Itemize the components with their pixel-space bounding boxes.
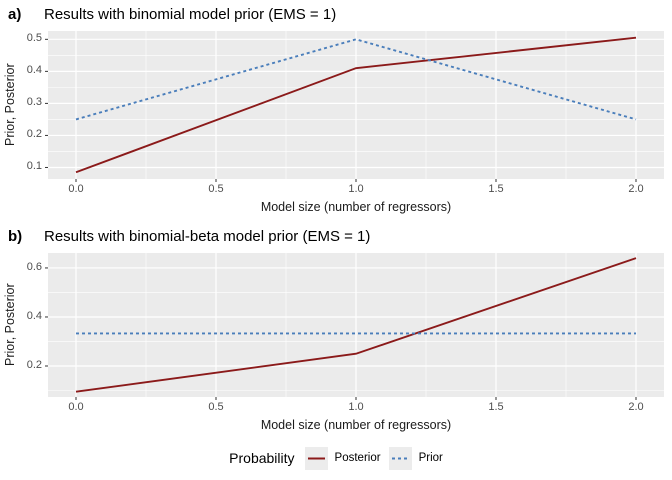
panel-b: b) Results with binomial-beta model prio… (0, 222, 672, 438)
legend-label-prior: Prior (418, 452, 443, 464)
y-tick-label: 0.4 (26, 64, 42, 77)
y-tick-label: 0.1 (26, 160, 42, 173)
y-tick-label: 0.2 (26, 128, 42, 141)
y-tick-label: 0.5 (26, 32, 42, 45)
legend-title: Probability (229, 450, 295, 466)
x-tick-label: 1.0 (348, 401, 364, 413)
panel-b-y-axis-title: Prior, Posterior (3, 283, 17, 367)
panel-a-label: a) (8, 6, 22, 23)
y-tick-label: 0.3 (26, 96, 42, 109)
x-tick-label: 0.5 (208, 183, 224, 195)
panel-a-plot (45, 31, 664, 182)
x-tick-label: 1.5 (488, 401, 504, 413)
panel-a-x-axis-title: Model size (number of regressors) (260, 200, 452, 214)
legend-item-prior: Prior (388, 446, 443, 470)
line-posterior (75, 257, 637, 393)
line-posterior (75, 36, 637, 174)
line-prior (75, 38, 637, 121)
panel-b-label: b) (8, 228, 23, 245)
legend: Probability Posterior Prior (0, 444, 672, 472)
x-tick-label: 0.5 (208, 401, 224, 413)
prior-line-key (388, 446, 412, 470)
x-tick-label: 2.0 (628, 183, 644, 195)
x-tick-label: 2.0 (628, 401, 644, 413)
panel-a-title: Results with binomial model prior (EMS =… (44, 6, 337, 23)
x-tick-label: 0.0 (68, 401, 84, 413)
x-tick-label: 1.5 (488, 183, 504, 195)
legend-item-posterior: Posterior (304, 446, 381, 470)
y-tick-label: 0.2 (26, 358, 42, 371)
y-tick-label: 0.4 (26, 309, 42, 322)
panel-b-title: Results with binomial-beta model prior (… (44, 228, 371, 245)
posterior-line-key (304, 446, 328, 470)
x-tick-label: 1.0 (348, 183, 364, 195)
panel-b-x-axis-title: Model size (number of regressors) (260, 418, 452, 432)
y-tick-label: 0.6 (26, 260, 42, 273)
panel-b-plot (45, 253, 664, 400)
x-tick-label: 0.0 (68, 183, 84, 195)
legend-label-posterior: Posterior (334, 452, 381, 464)
panel-a: a) Results with binomial model prior (EM… (0, 0, 672, 220)
